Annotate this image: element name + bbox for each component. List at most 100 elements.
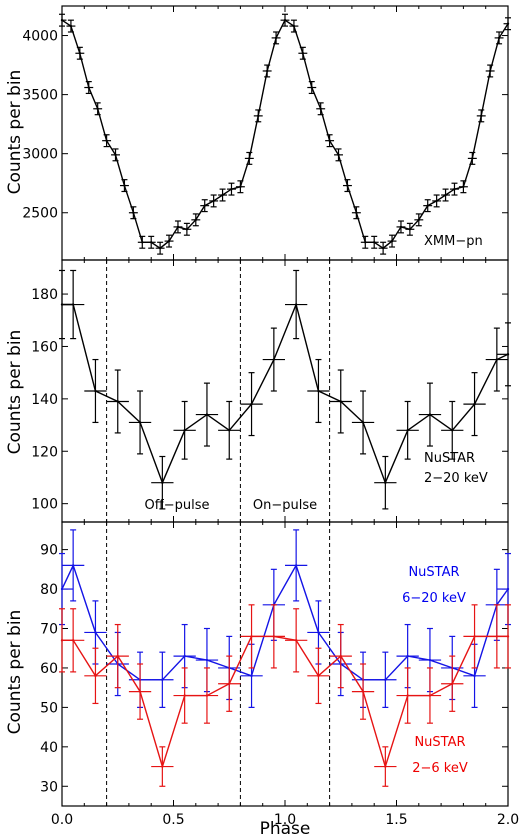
data-point: [310, 86, 313, 89]
data-point: [250, 402, 253, 406]
data-point: [426, 204, 429, 207]
data-point: [105, 139, 108, 142]
data-point: [453, 187, 456, 191]
data-point: [294, 564, 298, 567]
data-point: [346, 184, 349, 187]
data-point: [339, 400, 342, 403]
xmm-pn-label: XMM−pn: [424, 234, 483, 249]
data-point: [228, 682, 231, 685]
data-point: [183, 654, 186, 658]
data-point: [364, 241, 367, 244]
y-tick-label: 100: [31, 497, 58, 513]
data-point: [94, 674, 97, 678]
hard-band-label: 6−20 keV: [402, 591, 466, 606]
data-point: [506, 587, 510, 591]
data-point: [444, 193, 447, 197]
data-point: [339, 654, 342, 658]
data-point: [451, 682, 454, 685]
data-point: [488, 69, 492, 73]
data-point: [228, 429, 231, 432]
data-point: [138, 690, 142, 693]
data-point: [355, 211, 358, 214]
data-point: [123, 184, 126, 187]
data-point: [361, 421, 365, 424]
y-axis-title-middle: Counts per bin: [5, 330, 25, 455]
data-point: [506, 353, 510, 356]
data-point: [205, 413, 209, 416]
data-point: [428, 694, 432, 697]
data-point: [265, 69, 269, 73]
data-point: [183, 694, 186, 697]
data-point: [473, 635, 476, 638]
data-point: [194, 218, 197, 222]
data-point: [60, 587, 64, 591]
data-point: [373, 241, 376, 244]
y-axis-title-bottom: Counts per bin: [5, 610, 25, 735]
nustar-hard-label: NuSTAR: [408, 565, 459, 580]
y-tick-label: 3500: [22, 88, 58, 104]
series-line: [61, 563, 509, 681]
data-point: [435, 199, 438, 203]
data-point: [480, 114, 483, 118]
data-point: [272, 358, 276, 361]
data-point: [384, 765, 387, 768]
data-point: [317, 631, 320, 634]
on-pulse-label: On−pulse: [253, 498, 317, 513]
data-point: [205, 694, 209, 697]
data-point: [60, 18, 64, 22]
data-point: [408, 228, 412, 231]
panel-frame: [61, 5, 509, 261]
data-point: [94, 631, 97, 634]
x-tick-label: 0.5: [162, 812, 184, 828]
y-tick-label: 80: [40, 582, 58, 598]
nustar-soft-label: NuSTAR: [414, 735, 465, 750]
data-point: [384, 481, 387, 484]
y-tick-label: 160: [31, 339, 58, 355]
data-point: [185, 228, 189, 231]
data-point: [114, 153, 117, 157]
data-point: [319, 107, 322, 110]
data-point: [116, 400, 119, 403]
data-point: [94, 389, 97, 393]
y-tick-label: 30: [40, 779, 58, 795]
data-point: [150, 241, 153, 244]
data-point: [176, 225, 180, 229]
nustar-energy-label: 2−20 keV: [424, 471, 488, 486]
data-point: [506, 22, 510, 25]
y-tick-label: 140: [31, 392, 58, 408]
data-point: [274, 36, 278, 40]
data-point: [406, 429, 409, 432]
data-point: [71, 564, 75, 567]
data-point: [203, 204, 206, 207]
data-point: [406, 654, 409, 658]
x-tick-label: 1.5: [385, 812, 407, 828]
data-point: [294, 639, 298, 642]
data-point: [87, 86, 90, 89]
x-axis-title: Phase: [260, 819, 311, 839]
panel-xmm-pn: 2500 3000 3500 4000: [22, 5, 511, 261]
data-point: [257, 114, 260, 118]
y-tick-label: 90: [40, 543, 58, 559]
x-tick-label: 0.0: [51, 812, 73, 828]
data-point: [141, 241, 144, 244]
data-point: [292, 24, 296, 28]
soft-band-label: 2−6 keV: [412, 761, 468, 776]
y-tick-label: 70: [40, 622, 58, 638]
data-point: [361, 690, 365, 693]
data-point: [294, 303, 298, 306]
data-point: [384, 678, 387, 681]
off-pulse-label: Off−pulse: [145, 498, 210, 513]
y-tick-label: 50: [40, 700, 58, 716]
data-point: [161, 765, 164, 768]
data-point: [239, 185, 242, 188]
data-point: [328, 139, 331, 142]
y-tick-label: 2500: [22, 206, 58, 222]
data-point: [399, 225, 403, 229]
x-tick-label: 2.0: [497, 812, 519, 828]
data-point: [161, 481, 164, 484]
data-point: [205, 658, 209, 662]
data-point: [428, 413, 432, 416]
y-tick-label: 3000: [22, 147, 58, 163]
data-point: [116, 654, 119, 658]
